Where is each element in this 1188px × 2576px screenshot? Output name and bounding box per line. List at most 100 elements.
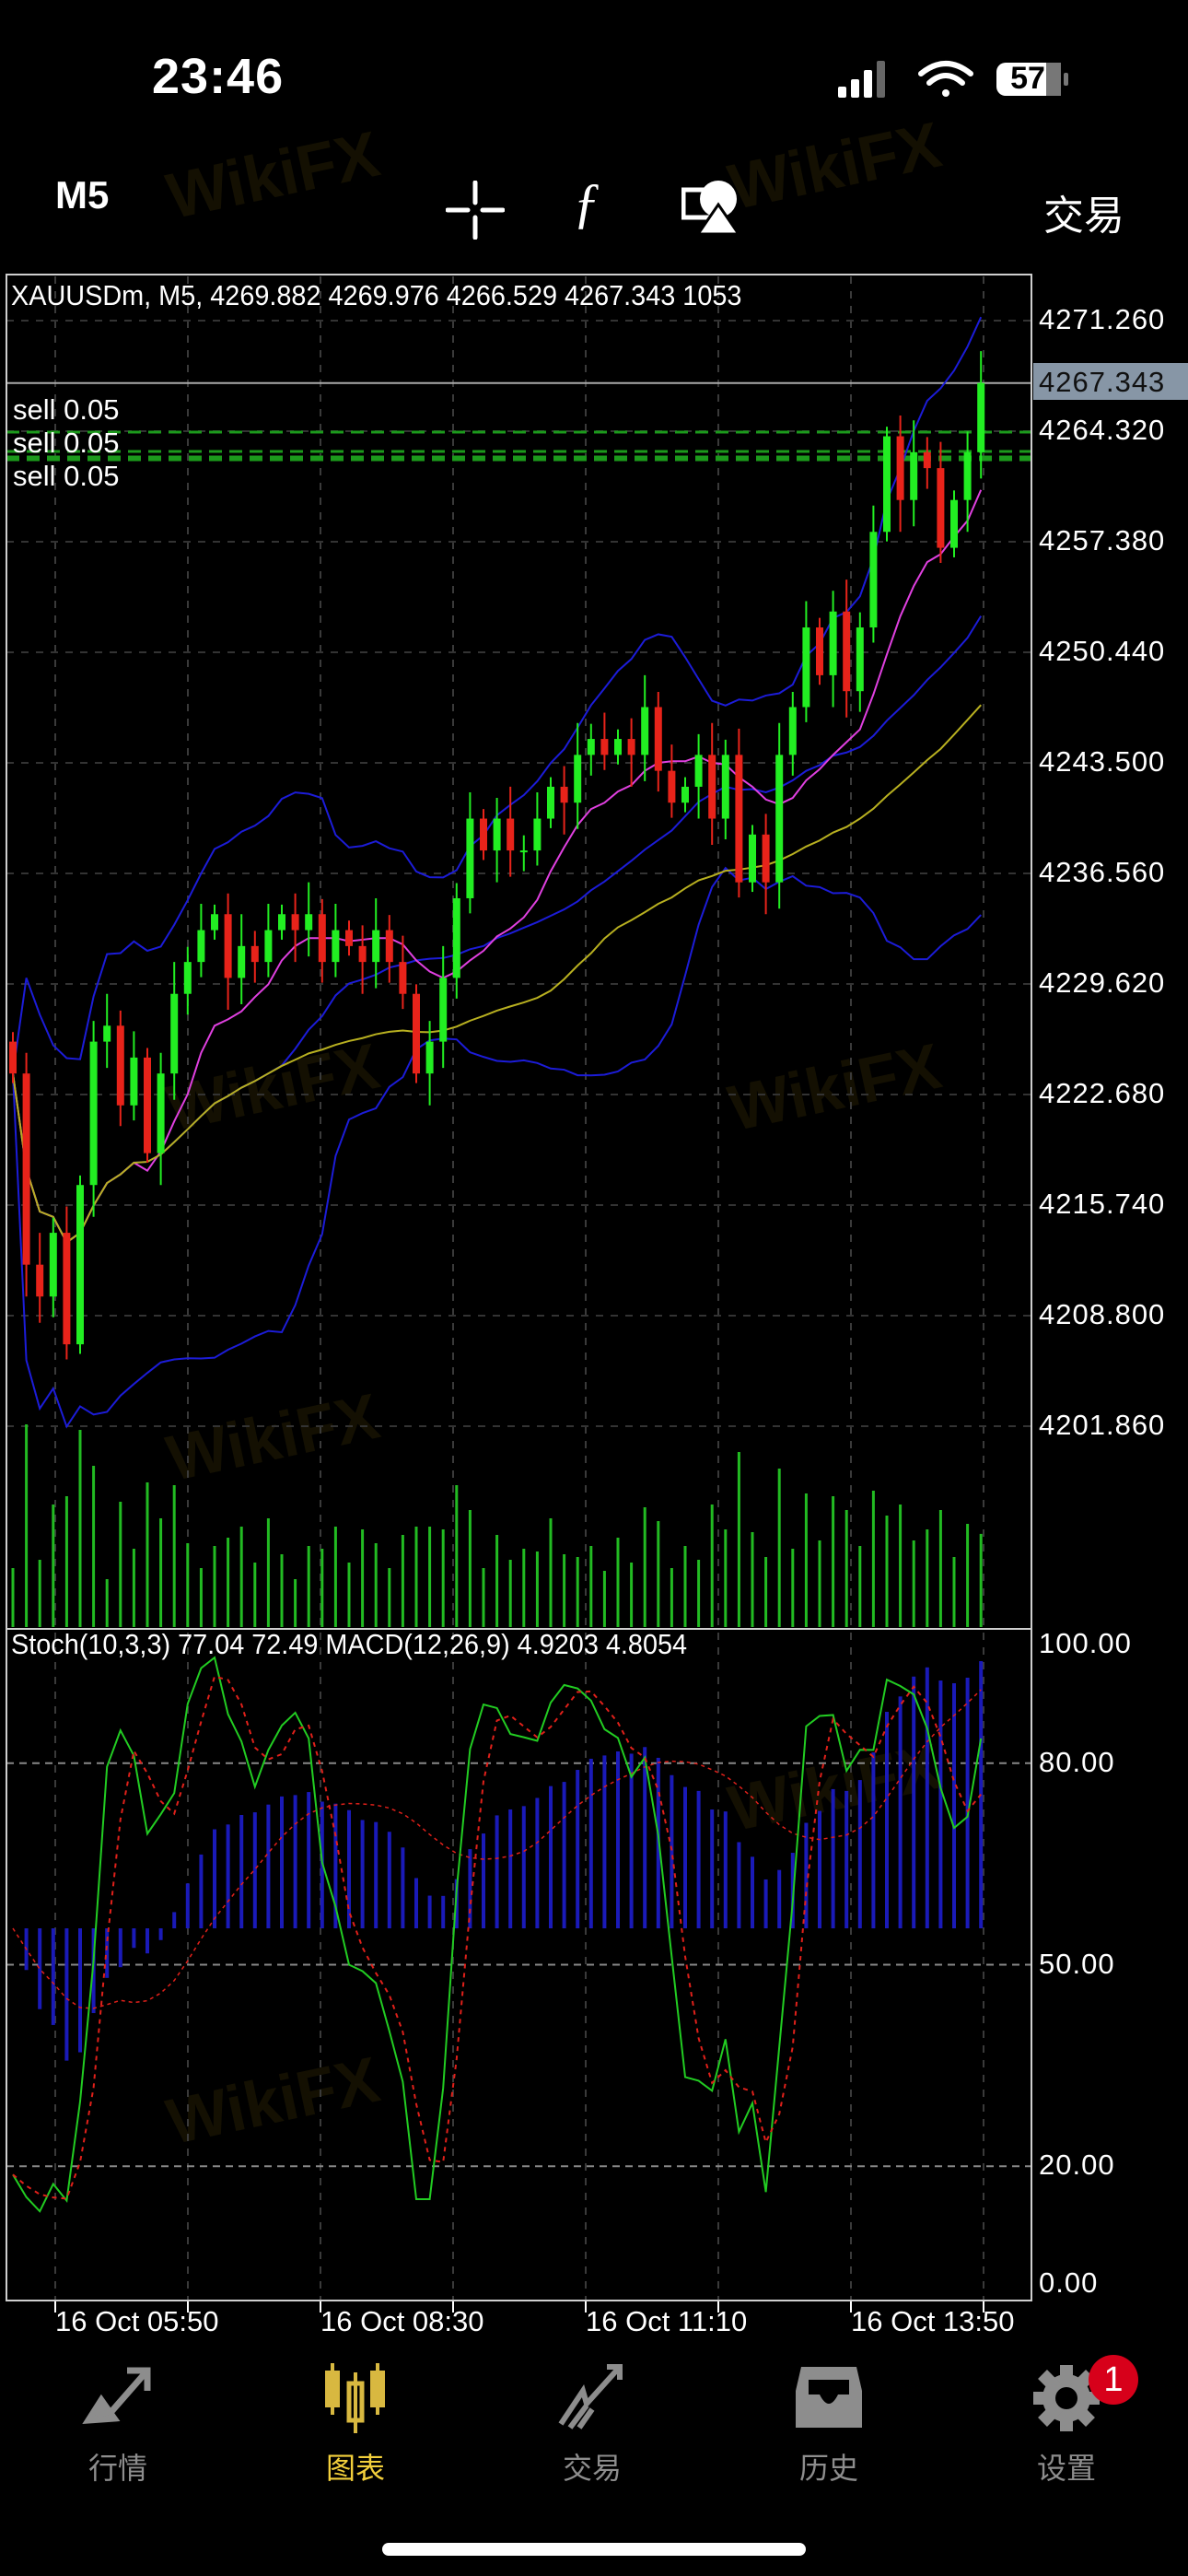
volume-bars — [11, 1424, 983, 1627]
volume-bar — [926, 1529, 929, 1627]
volume-bar — [374, 1543, 378, 1627]
candle-body — [480, 818, 487, 851]
volume-bar — [468, 1510, 472, 1627]
macd-bar — [293, 1795, 297, 1928]
volume-bar — [455, 1485, 459, 1627]
macd-bar — [588, 1758, 593, 1928]
candle-body — [493, 818, 501, 851]
tab-label: 设置 — [1036, 2452, 1096, 2485]
candle-body — [843, 611, 851, 692]
candle-body — [937, 468, 945, 548]
crosshair-icon[interactable] — [446, 181, 505, 240]
price-tick-label: 4201.860 — [1039, 1409, 1166, 1441]
macd-bar — [132, 1928, 136, 1949]
candle-body — [560, 786, 568, 803]
candle-body — [345, 930, 353, 946]
function-icon[interactable]: ƒ — [573, 172, 600, 233]
candle-body — [950, 499, 958, 548]
candle-body — [883, 436, 891, 533]
volume-bar — [791, 1549, 795, 1627]
macd-bar — [158, 1928, 163, 1940]
time-tick-label: 16 Oct 11:10 — [586, 2305, 748, 2337]
quotes-icon — [82, 2367, 151, 2424]
candle-body — [264, 930, 273, 963]
history-icon — [796, 2367, 862, 2428]
candle-body — [385, 930, 393, 963]
tab-label: 历史 — [798, 2452, 858, 2485]
candle-body — [425, 1041, 434, 1074]
macd-bar — [818, 1810, 821, 1928]
candle-body — [9, 1041, 17, 1074]
tab-chart[interactable]: 图表 — [282, 2363, 429, 2488]
volume-bar — [78, 1430, 82, 1627]
candle-body — [144, 1057, 151, 1153]
candles — [9, 351, 985, 1360]
volume-bar — [616, 1538, 620, 1627]
volume-bar — [683, 1546, 687, 1627]
candle-body — [439, 978, 448, 1042]
candle-body — [130, 1057, 138, 1106]
volume-bar — [414, 1527, 418, 1627]
macd-bar — [616, 1751, 620, 1928]
tab-quotes[interactable]: 行情 — [44, 2363, 192, 2488]
order-label[interactable]: sell 0.05 — [13, 427, 120, 459]
macd-bar — [562, 1782, 566, 1928]
candle-body — [278, 914, 285, 931]
candle-body — [63, 1233, 71, 1345]
volume-bar — [25, 1424, 29, 1627]
macd-bar — [427, 1895, 432, 1928]
macd-bar — [199, 1854, 204, 1928]
tab-trade[interactable]: 交易 — [518, 2363, 666, 2488]
macd-bar — [710, 1809, 715, 1928]
macd-bar — [508, 1809, 513, 1928]
chart-candles-icon — [325, 2363, 385, 2433]
candle-body — [507, 818, 515, 851]
time-tick-label: 16 Oct 13:50 — [851, 2305, 1015, 2337]
price-tick-label: 4236.560 — [1039, 856, 1166, 888]
macd-bar — [401, 1847, 405, 1928]
candle-body — [211, 914, 218, 931]
macd-bar — [912, 1676, 916, 1928]
candle-body — [856, 627, 864, 692]
macd-bar — [857, 1780, 862, 1928]
volume-bar — [227, 1538, 230, 1627]
volume-bar — [401, 1535, 404, 1627]
tab-settings[interactable]: 设置 — [993, 2363, 1140, 2488]
price-tick-label: 4222.680 — [1039, 1077, 1166, 1109]
macd-bar — [78, 1928, 82, 2053]
chart-grid — [6, 276, 1031, 2301]
candle-body — [963, 451, 972, 500]
macd-bar — [239, 1815, 244, 1928]
macd-bar — [387, 1832, 391, 1928]
tab-history[interactable]: 历史 — [755, 2363, 903, 2488]
candle-body — [36, 1264, 44, 1297]
timeframe-button[interactable]: M5 — [55, 173, 110, 217]
volume-bar — [347, 1563, 351, 1627]
tab-label: 交易 — [562, 2452, 622, 2485]
volume-bar — [657, 1521, 660, 1627]
macd-bar — [172, 1912, 177, 1928]
candle-body — [76, 1185, 84, 1345]
trade-button[interactable]: 交易 — [1043, 193, 1124, 239]
candle-body — [681, 786, 689, 803]
macd-bar — [965, 1677, 970, 1928]
volume-bar — [186, 1543, 190, 1627]
order-label[interactable]: sell 0.05 — [13, 460, 120, 492]
volume-bar — [844, 1510, 848, 1627]
macd-bar — [576, 1770, 580, 1928]
candle-body — [291, 914, 299, 931]
candle-body — [183, 962, 192, 994]
price-tick-label: 4208.800 — [1039, 1298, 1166, 1330]
volume-bar — [899, 1505, 903, 1627]
volume-bar — [737, 1452, 740, 1627]
candle-body — [413, 993, 420, 1074]
home-indicator[interactable] — [382, 2543, 806, 2556]
order-label[interactable]: sell 0.05 — [13, 393, 120, 426]
stoch-signal-line — [12, 1675, 982, 2200]
stoch-main-line — [12, 1656, 983, 2213]
volume-bar — [576, 1557, 579, 1627]
volume-bar — [119, 1502, 122, 1627]
shapes-icon[interactable] — [681, 177, 742, 236]
candle-body — [224, 914, 232, 978]
